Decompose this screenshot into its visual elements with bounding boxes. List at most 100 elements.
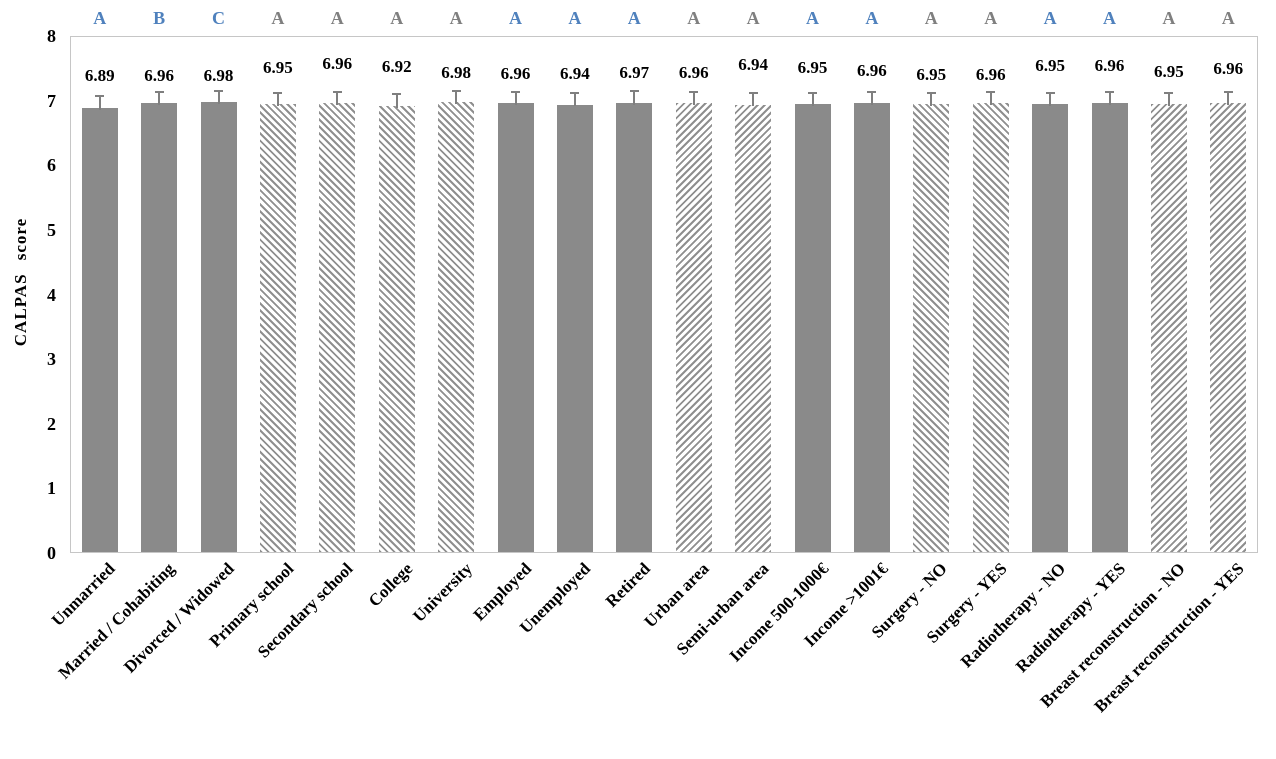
x-axis-label: Married / Cohabiting [54,559,179,683]
error-bar-cap [867,90,877,93]
value-label: 6.98 [203,66,234,85]
significance-letter: A [509,8,522,28]
bar [259,103,296,552]
significance-letter: A [687,8,701,28]
bar [675,103,712,552]
error-bar-cap [1045,91,1055,94]
value-label: 6.94 [560,64,590,83]
error-bar-cap [511,90,520,93]
significance-letter: A [627,8,641,28]
error-bar-cap [748,92,758,95]
value-label: 6.95 [1154,62,1184,81]
bar [438,101,475,552]
y-tick-label: 5 [47,219,56,240]
bar [81,107,118,552]
x-axis-label: Divorced / Widowed [120,559,238,677]
error-bar-cap [1223,90,1233,93]
y-tick-label: 3 [47,349,56,370]
error-bar-cap [926,91,936,94]
error-bar-whisker [98,97,101,110]
significance-letter: A [806,8,819,28]
value-label: 6.95 [1035,56,1065,75]
value-label: 6.92 [381,57,412,76]
plot-area [70,36,1258,553]
error-bar-whisker [395,95,398,108]
bar [1150,103,1187,552]
error-bar-whisker [633,92,636,105]
error-bar-whisker [336,92,339,106]
bar [556,104,593,552]
bar [735,104,772,552]
error-bar-whisker [573,94,576,107]
bar [616,102,653,552]
error-bar-cap [570,92,580,95]
significance-letter: A [1103,8,1116,28]
significance-letter: A [984,8,998,28]
error-bar-whisker [1227,92,1230,106]
value-label: 6.96 [975,65,1006,84]
y-tick-label: 2 [47,413,56,434]
significance-letter: C [212,8,225,28]
error-bar-cap [273,91,283,94]
error-bar-whisker [276,93,279,106]
significance-letter: A [1043,8,1057,28]
significance-letter: A [1162,8,1176,28]
error-bar-cap [808,91,817,94]
error-bar-whisker [514,92,517,106]
significance-letter: A [746,8,760,28]
bar [319,103,356,552]
x-axis-label: College [364,559,417,611]
error-bar-cap [986,90,996,93]
error-bar-whisker [217,91,220,104]
error-bar-whisker [870,92,873,106]
value-label: 6.98 [441,63,471,82]
value-label: 6.95 [797,58,828,77]
significance-letter: A [449,8,463,28]
value-label: 6.96 [500,64,531,83]
error-bar-cap [214,89,223,92]
error-bar-whisker [811,93,814,106]
error-bar-whisker [752,94,755,107]
x-axis-label: University [408,559,476,626]
error-bar-cap [1164,91,1174,94]
bar [794,103,831,552]
significance-letter: A [924,8,938,28]
error-bar-whisker [455,91,458,104]
y-tick-label: 4 [47,284,56,305]
bar [1091,103,1128,552]
value-label: 6.96 [1213,59,1244,78]
bar [853,103,890,552]
bar [141,103,178,552]
value-label: 6.96 [678,63,709,82]
bar [1210,103,1247,552]
value-label: 6.89 [84,66,115,85]
bar [378,105,415,552]
error-bar-cap [689,90,699,93]
x-axis-label: Retired [601,559,654,611]
significance-letter: A [1221,8,1235,28]
value-label: 6.95 [263,58,293,77]
error-bar-cap [629,90,639,93]
significance-letter: A [568,8,582,28]
value-label: 6.97 [619,63,650,82]
value-label: 6.95 [916,65,947,84]
value-label: 6.96 [857,61,887,80]
significance-letter: A [865,8,879,28]
value-label: 6.94 [738,55,768,74]
error-bar-cap [95,95,105,98]
significance-letter: A [390,8,404,28]
y-tick-label: 6 [47,155,56,176]
error-bar-cap [332,90,342,93]
error-bar-whisker [930,93,933,106]
bar [972,103,1009,552]
error-bar-whisker [158,92,161,106]
significance-letter: A [271,8,285,28]
y-tick-label: 0 [47,543,56,563]
error-bar-whisker [1167,93,1170,106]
error-bar-cap [154,90,164,93]
error-bar-whisker [1049,93,1052,106]
y-tick-label: 1 [47,478,56,499]
significance-letter: A [330,8,344,28]
bar [913,103,950,552]
error-bar-cap [392,93,402,96]
